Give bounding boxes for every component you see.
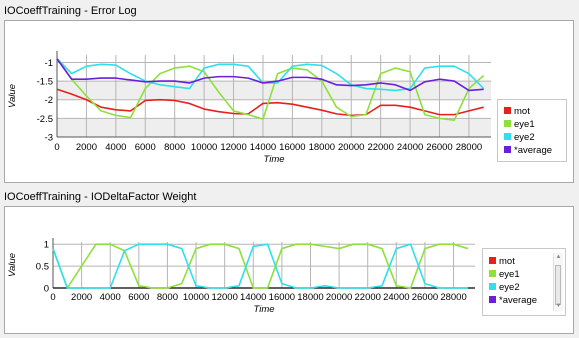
triangle-up-icon[interactable]: ▲: [555, 254, 562, 260]
x-tick-label: 20000: [338, 142, 364, 153]
legend-swatch-mot: [489, 257, 496, 264]
legend-swatch-average: [489, 296, 496, 303]
delta-factor-legend[interactable]: mot eye1 eye2 *average ▲ ▼: [482, 248, 566, 316]
x-tick-label: 16000: [279, 142, 305, 153]
x-tick-label: 26000: [412, 292, 438, 303]
x-tick-label: 4000: [105, 142, 126, 153]
delta-factor-panel: 0 2000 4000 6000 8000 10000 12000 14000 16000 180…: [4, 206, 574, 334]
legend-swatch-eye1: [489, 270, 496, 277]
legend-label: eye1: [499, 269, 520, 280]
legend-item-eye2: eye2: [489, 282, 520, 294]
x-tick-label: 22000: [367, 142, 393, 153]
legend-item-eye1: eye1: [504, 119, 535, 131]
x-tick-label: 0: [54, 142, 59, 153]
x-tick-label: 0: [50, 292, 55, 303]
x-tick-label: 16000: [269, 292, 295, 303]
x-tick-label: 2000: [76, 142, 97, 153]
x-axis-title: Time: [253, 304, 274, 315]
legend-item-average: *average: [504, 145, 552, 157]
x-tick-label: 4000: [100, 292, 121, 303]
x-tick-label: 8000: [164, 142, 185, 153]
y-tick-label: 0: [44, 284, 49, 295]
y-tick-label: -2: [45, 95, 53, 106]
y-tick-label: -1.5: [37, 77, 53, 88]
x-tick-label: 18000: [297, 292, 323, 303]
x-tick-label: 10000: [191, 142, 217, 153]
error-log-panel: 0 2000 4000 6000 8000 10000 12000 14000 16000 180…: [4, 20, 574, 183]
legend-swatch-eye1: [504, 120, 511, 127]
x-tick-label: 20000: [326, 292, 352, 303]
series-line-mot: [56, 88, 484, 117]
legend-label: eye1: [514, 119, 535, 130]
error-log-title: IOCoeffTraining - Error Log: [4, 5, 137, 17]
series-line-average: [56, 58, 484, 92]
legend-swatch-eye2: [489, 283, 496, 290]
x-tick-label: 28000: [440, 292, 466, 303]
x-tick-label: 24000: [383, 292, 409, 303]
triangle-down-icon[interactable]: ▼: [555, 303, 562, 309]
x-tick-label: 12000: [211, 292, 237, 303]
legend-swatch-average: [504, 146, 511, 153]
legend-label: *average: [499, 295, 538, 306]
series-line-eye2: [52, 243, 468, 289]
x-tick-label: 8000: [157, 292, 178, 303]
x-tick-label: 18000: [309, 142, 335, 153]
legend-label: mot: [499, 256, 515, 267]
legend-swatch-mot: [504, 107, 511, 114]
x-tick-label: 28000: [456, 142, 482, 153]
legend-label: *average: [514, 145, 553, 156]
y-tick-label: 0.5: [36, 262, 49, 273]
error-log-chart: 0 2000 4000 6000 8000 10000 12000 14000 16000 180…: [7, 51, 491, 165]
y-tick-label: -1: [45, 58, 53, 69]
series-line-eye2: [56, 58, 485, 92]
y-tick-label: -2.5: [37, 114, 53, 125]
x-axis-title: Time: [263, 154, 284, 165]
y-tick-label: 1: [44, 240, 49, 251]
x-tick-label: 10000: [183, 292, 209, 303]
legend-label: mot: [514, 106, 530, 117]
y-axis-title: Value: [7, 84, 18, 108]
grid-band: [57, 118, 491, 137]
legend-label: eye2: [514, 132, 535, 143]
legend-item-eye1: eye1: [489, 269, 520, 281]
x-tick-label: 6000: [135, 142, 156, 153]
x-tick-label: 12000: [220, 142, 246, 153]
legend-label: eye2: [499, 282, 520, 293]
series-line-eye1: [56, 58, 485, 122]
delta-factor-title: IOCoeffTraining - IODeltaFactor Weight: [4, 191, 197, 203]
x-tick-label: 2000: [71, 292, 92, 303]
x-tick-label: 14000: [240, 292, 266, 303]
legend-item-mot: mot: [504, 106, 530, 118]
x-tick-label: 24000: [397, 142, 423, 153]
y-axis-title: Value: [7, 253, 18, 277]
legend-item-eye2: eye2: [504, 132, 535, 144]
x-tick-label: 22000: [355, 292, 381, 303]
delta-factor-chart: 0 2000 4000 6000 8000 10000 12000 14000 16000 180…: [7, 238, 475, 315]
legend-item-average: *average: [489, 295, 537, 307]
x-tick-label: 6000: [128, 292, 149, 303]
legend-scrollbar[interactable]: ▲ ▼: [553, 253, 563, 311]
x-tick-label: 26000: [426, 142, 452, 153]
y-tick-label: -3: [45, 133, 53, 144]
x-tick-label: 14000: [250, 142, 276, 153]
error-log-legend: mot eye1 eye2 *average: [497, 99, 567, 162]
series-line-eye1: [52, 243, 469, 289]
scroll-thumb[interactable]: [555, 265, 561, 305]
legend-item-mot: mot: [489, 256, 515, 268]
legend-swatch-eye2: [504, 133, 511, 140]
